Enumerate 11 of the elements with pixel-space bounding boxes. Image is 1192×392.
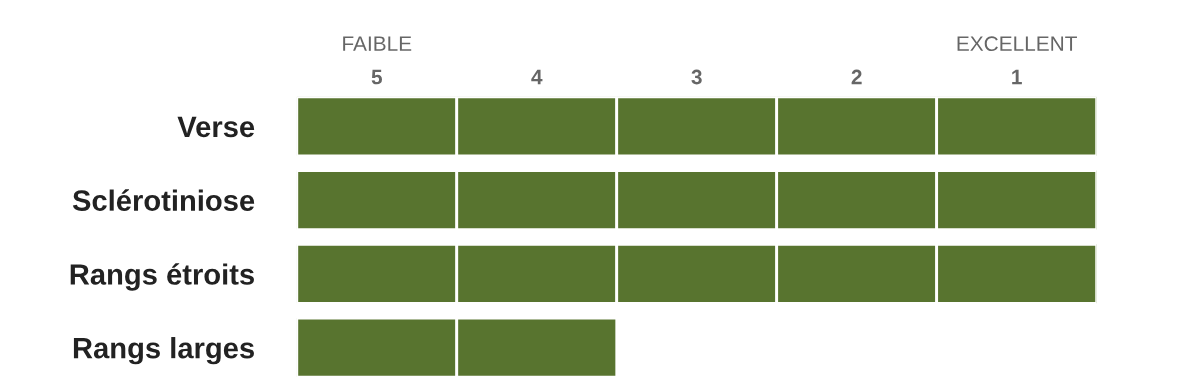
y-tick-label: Rangs étroits [70,263,254,291]
x-tick-label: 3 [691,69,702,85]
y-tick-label: Rangs larges [73,337,254,365]
x-tick-label: 5 [371,69,382,85]
x-tick-label: 2 [851,69,862,85]
text: FAIBLE [343,36,412,51]
x-tick-label: 4 [531,69,543,85]
text: EXCELLENT [957,36,1077,52]
y-tick-label: Verse [177,116,255,138]
y-tick-label: Sclérotiniose [72,189,255,211]
x-tick-label: 1 [1012,69,1022,85]
